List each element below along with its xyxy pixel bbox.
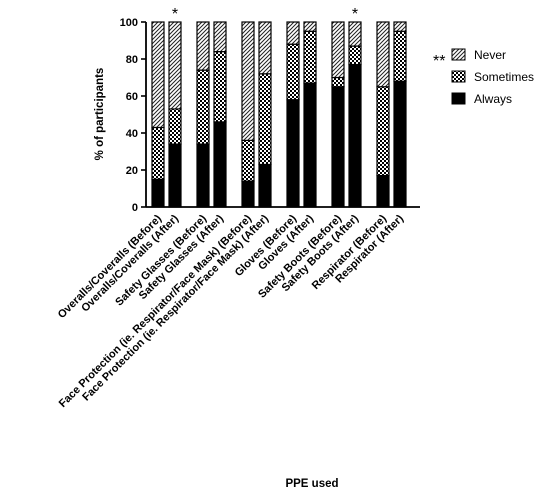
significance-marker: ** bbox=[433, 53, 445, 70]
bar-never-overalls-coveralls-before bbox=[151, 21, 165, 129]
legend: Never Sometimes Always bbox=[451, 48, 534, 106]
bar-sometimes-face-protection-ie-respirator-face-mask-before bbox=[241, 139, 255, 182]
y-tick-label: 20 bbox=[126, 165, 138, 177]
bar-always-face-protection-ie-respirator-face-mask-after bbox=[258, 163, 272, 208]
bar-sometimes-overalls-coveralls-before bbox=[151, 126, 165, 180]
bar-never-safety-glasses-before bbox=[196, 21, 210, 71]
bar-sometimes-safety-boots-after bbox=[348, 45, 362, 66]
legend-swatch-sometimes bbox=[451, 70, 466, 83]
bar-sometimes-gloves-before bbox=[286, 43, 300, 101]
y-tick-label: 40 bbox=[126, 128, 138, 140]
annotations-layer: * *** bbox=[172, 6, 446, 70]
bar-always-face-protection-ie-respirator-face-mask-before bbox=[241, 180, 255, 208]
y-tick-label: 0 bbox=[132, 202, 138, 214]
bar-sometimes-gloves-after bbox=[303, 30, 317, 84]
bar-always-overalls-coveralls-before bbox=[151, 178, 165, 208]
bar-never-respirator-after bbox=[393, 21, 407, 32]
legend-label: Always bbox=[474, 92, 512, 106]
bar-never-safety-glasses-after bbox=[213, 21, 227, 53]
bar-always-gloves-after bbox=[303, 82, 317, 208]
bar-always-safety-glasses-after bbox=[213, 121, 227, 208]
bar-always-safety-boots-before bbox=[331, 86, 345, 208]
bar-sometimes-safety-glasses-after bbox=[213, 50, 227, 123]
bar-never-respirator-before bbox=[376, 21, 390, 88]
bar-always-safety-glasses-before bbox=[196, 143, 210, 208]
bar-never-face-protection-ie-respirator-face-mask-before bbox=[241, 21, 255, 142]
bar-never-face-protection-ie-respirator-face-mask-after bbox=[258, 21, 272, 75]
bar-sometimes-face-protection-ie-respirator-face-mask-after bbox=[258, 73, 272, 166]
x-tick-labels: Overalls/Coveralls (Before)Overalls/Cove… bbox=[56, 212, 407, 410]
bar-never-safety-boots-before bbox=[331, 21, 345, 79]
legend-swatch-never bbox=[451, 48, 466, 61]
y-axis-title: % of participants bbox=[94, 68, 106, 161]
bar-always-overalls-coveralls-after bbox=[168, 143, 182, 208]
bar-sometimes-safety-glasses-before bbox=[196, 69, 210, 145]
x-axis-title: PPE used bbox=[285, 478, 338, 490]
bar-never-safety-boots-after bbox=[348, 21, 362, 47]
bar-never-overalls-coveralls-after bbox=[168, 21, 182, 110]
bar-sometimes-respirator-before bbox=[376, 86, 390, 177]
y-tick-label: 60 bbox=[126, 91, 138, 103]
bar-always-respirator-after bbox=[393, 80, 407, 208]
bar-sometimes-respirator-after bbox=[393, 30, 407, 82]
bar-always-safety-boots-after bbox=[348, 63, 362, 208]
bar-sometimes-safety-boots-before bbox=[331, 76, 345, 88]
legend-label: Never bbox=[474, 48, 506, 62]
significance-marker: * bbox=[352, 6, 358, 23]
y-tick-label: 80 bbox=[126, 54, 138, 66]
bar-never-gloves-after bbox=[303, 21, 317, 32]
legend-swatch-always bbox=[451, 92, 466, 105]
bar-always-gloves-before bbox=[286, 99, 300, 208]
significance-marker: * bbox=[172, 6, 178, 23]
bar-sometimes-overalls-coveralls-after bbox=[168, 108, 182, 145]
bar-always-respirator-before bbox=[376, 174, 390, 208]
bar-never-gloves-before bbox=[286, 21, 300, 45]
y-tick-label: 100 bbox=[120, 17, 138, 29]
bars-layer bbox=[151, 21, 407, 208]
legend-label: Sometimes bbox=[474, 70, 534, 84]
y-ticks: 0 20 40 60 80 100 bbox=[120, 17, 146, 214]
